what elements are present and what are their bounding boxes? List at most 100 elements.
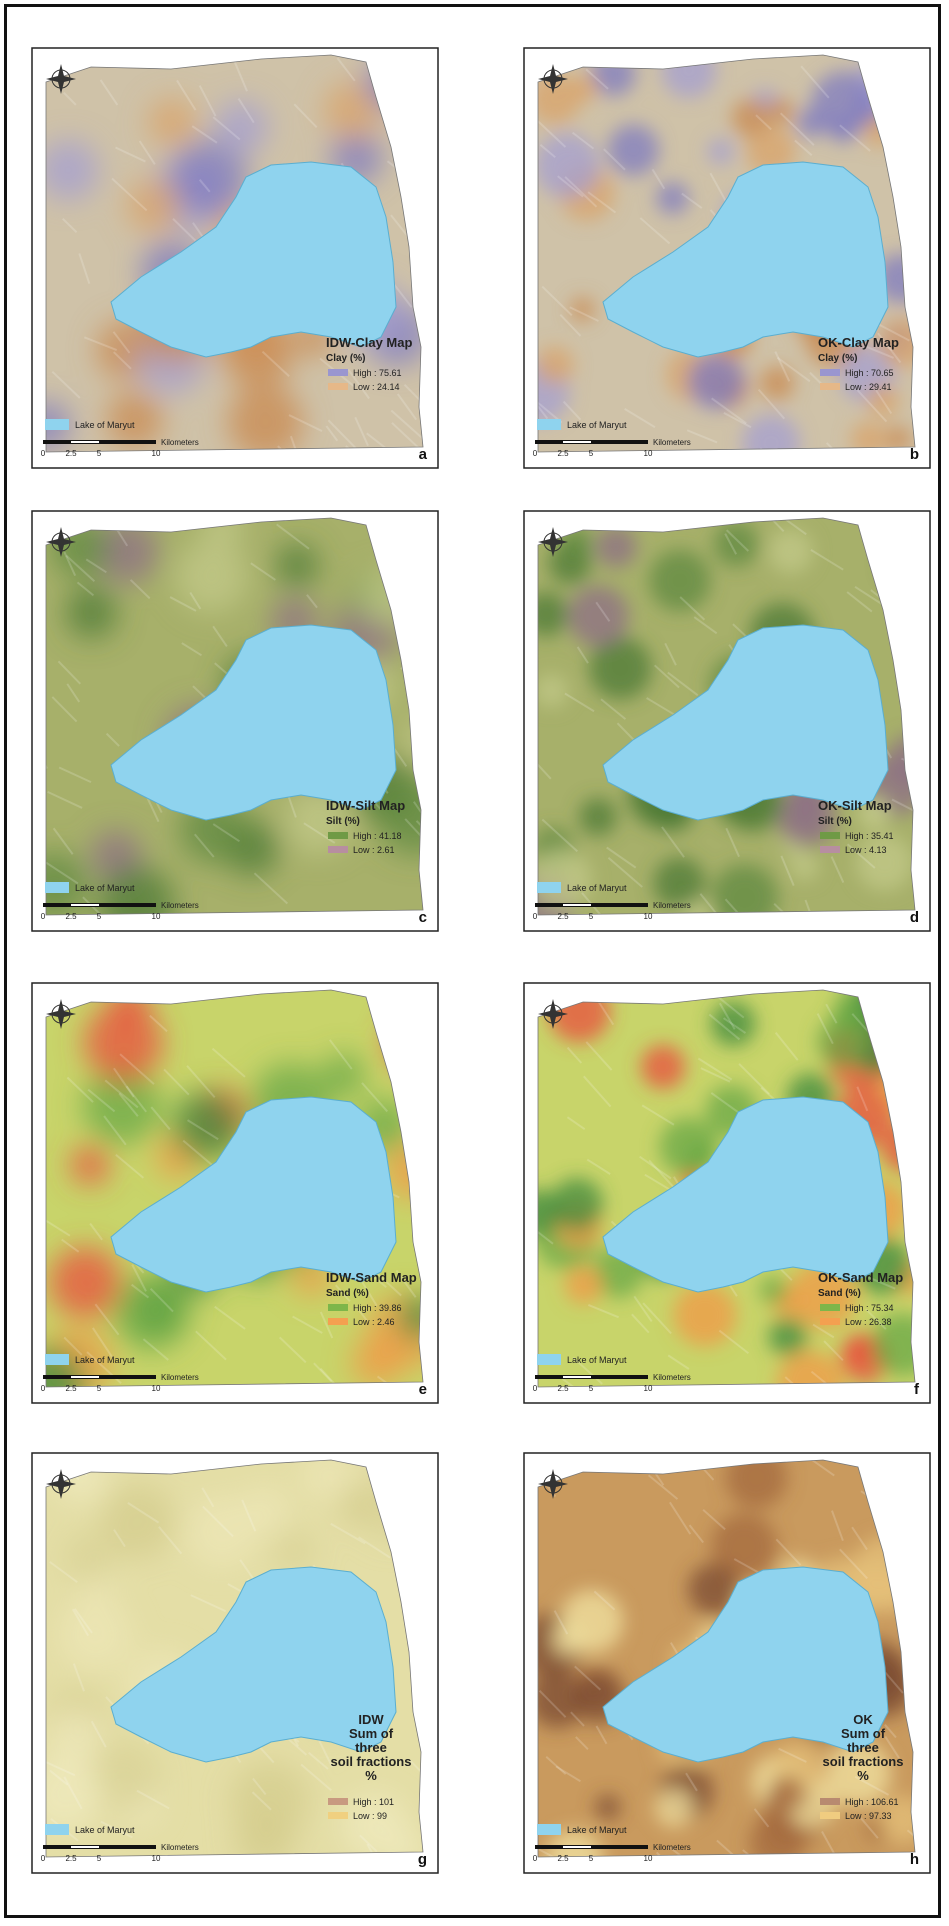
lake-swatch bbox=[45, 1354, 69, 1365]
scale-tick: 5 bbox=[97, 449, 102, 458]
blob bbox=[568, 586, 629, 647]
blob bbox=[535, 133, 600, 198]
blob bbox=[49, 1247, 121, 1319]
blob bbox=[708, 138, 734, 164]
panel-letter: a bbox=[419, 446, 428, 463]
legend-low: Low : 97.33 bbox=[845, 1811, 892, 1821]
blob bbox=[714, 522, 759, 567]
legend-high-swatch bbox=[820, 369, 840, 376]
legend-subtitle: Silt (%) bbox=[326, 816, 360, 827]
scale-bar bbox=[535, 1375, 648, 1379]
blob bbox=[846, 1336, 874, 1364]
legend-title: OK-Clay Map bbox=[818, 335, 899, 350]
scale-unit: Kilometers bbox=[161, 438, 199, 447]
lake-label: Lake of Maryut bbox=[567, 1825, 627, 1835]
legend-high: High : 35.41 bbox=[845, 831, 894, 841]
lake-swatch bbox=[45, 882, 69, 893]
blob bbox=[560, 1590, 623, 1653]
legend-low: Low : 4.13 bbox=[845, 845, 887, 855]
blob bbox=[769, 1317, 808, 1356]
legend-subtitle: Sand (%) bbox=[326, 1288, 369, 1299]
scale-bar bbox=[43, 440, 156, 444]
legend-high-swatch bbox=[820, 1304, 840, 1311]
blob bbox=[595, 526, 636, 567]
scale-bar bbox=[43, 1845, 156, 1849]
blob bbox=[535, 674, 568, 707]
blob bbox=[830, 116, 857, 143]
blob bbox=[273, 1529, 316, 1572]
scale-tick: 5 bbox=[97, 912, 102, 921]
scale-tick: 2.5 bbox=[557, 1384, 569, 1393]
blob bbox=[579, 798, 617, 836]
scale-tick: 5 bbox=[589, 912, 594, 921]
blob bbox=[275, 544, 319, 588]
scale-bar-seg bbox=[71, 1846, 99, 1848]
scale-tick: 2.5 bbox=[65, 1384, 77, 1393]
lake-label: Lake of Maryut bbox=[75, 420, 135, 430]
scale-tick: 0 bbox=[41, 449, 46, 458]
blob bbox=[768, 98, 794, 124]
scale-unit: Kilometers bbox=[161, 1843, 199, 1852]
scale-tick: 0 bbox=[41, 912, 46, 921]
scale-bar bbox=[43, 903, 156, 907]
scale-tick: 10 bbox=[152, 449, 161, 458]
blob bbox=[351, 1337, 402, 1388]
legend-subtitle: Clay (%) bbox=[326, 353, 365, 364]
scale-tick: 10 bbox=[644, 912, 653, 921]
panel-letter: e bbox=[419, 1381, 427, 1398]
blob bbox=[731, 99, 769, 137]
blob bbox=[760, 1277, 787, 1304]
blob bbox=[790, 852, 818, 880]
scale-unit: Kilometers bbox=[653, 1843, 691, 1852]
panel-letter: d bbox=[910, 909, 919, 926]
blob bbox=[101, 1485, 175, 1559]
blob bbox=[656, 182, 689, 215]
blob bbox=[768, 529, 812, 573]
scale-tick: 10 bbox=[152, 912, 161, 921]
scale-bar-seg bbox=[563, 904, 591, 906]
blob bbox=[571, 74, 598, 101]
scale-bar-seg bbox=[71, 904, 99, 906]
blob bbox=[608, 124, 659, 175]
blob bbox=[531, 849, 592, 910]
map-panel: IDW-Sand MapSand (%)High : 39.86Low : 2.… bbox=[31, 982, 439, 1404]
scale-tick: 10 bbox=[644, 1384, 653, 1393]
blob bbox=[536, 346, 574, 384]
legend-high-swatch bbox=[328, 1798, 348, 1805]
scale-tick: 5 bbox=[589, 449, 594, 458]
scale-bar-seg bbox=[71, 441, 99, 443]
scale-tick: 2.5 bbox=[557, 1854, 569, 1863]
blob bbox=[186, 1496, 258, 1568]
scale-bar-seg bbox=[71, 1376, 99, 1378]
scale-tick: 2.5 bbox=[557, 449, 569, 458]
legend-high-swatch bbox=[820, 1798, 840, 1805]
scale-unit: Kilometers bbox=[653, 901, 691, 910]
legend-low: Low : 29.41 bbox=[845, 382, 892, 392]
blob bbox=[856, 834, 912, 890]
legend-high: High : 75.34 bbox=[845, 1303, 894, 1313]
scale-tick: 5 bbox=[97, 1854, 102, 1863]
scale-tick: 0 bbox=[533, 912, 538, 921]
scale-tick: 10 bbox=[152, 1854, 161, 1863]
blob bbox=[59, 1598, 132, 1671]
legend-low-swatch bbox=[328, 846, 348, 853]
map-panel: IDW-Clay MapClay (%)High : 75.61Low : 24… bbox=[31, 47, 439, 469]
legend-title: three bbox=[847, 1740, 879, 1755]
legend-title: IDW-Sand Map bbox=[326, 1270, 417, 1285]
scale-tick: 10 bbox=[644, 1854, 653, 1863]
scale-tick: 5 bbox=[97, 1384, 102, 1393]
blob bbox=[564, 1266, 603, 1305]
map-panel: OK-Clay MapClay (%)High : 70.65Low : 29.… bbox=[523, 47, 931, 469]
scale-tick: 5 bbox=[589, 1384, 594, 1393]
scale-tick: 0 bbox=[533, 1384, 538, 1393]
legend-title: soil fractions bbox=[331, 1754, 412, 1769]
legend-title: OK bbox=[853, 1712, 873, 1727]
lake-label: Lake of Maryut bbox=[567, 1355, 627, 1365]
legend-high-swatch bbox=[328, 832, 348, 839]
lake-swatch bbox=[45, 419, 69, 430]
legend-title: soil fractions bbox=[823, 1754, 904, 1769]
scale-bar bbox=[535, 903, 648, 907]
scale-unit: Kilometers bbox=[653, 438, 691, 447]
legend-high: High : 106.61 bbox=[845, 1797, 899, 1807]
legend-low-swatch bbox=[820, 1318, 840, 1325]
